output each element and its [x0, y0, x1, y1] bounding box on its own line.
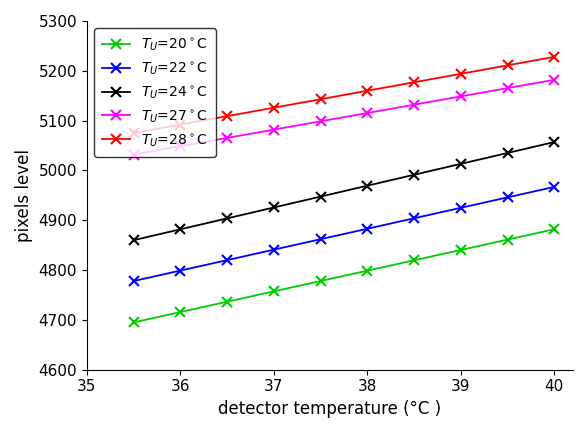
- $T_U$=28$^\circ$C: [177, 122, 184, 127]
- $T_U$=28$^\circ$C: [364, 88, 371, 94]
- $T_U$=24$^\circ$C: [130, 238, 137, 243]
- $T_U$=22$^\circ$C: [410, 216, 417, 221]
- $T_U$=27$^\circ$C: [457, 94, 465, 99]
- $T_U$=27$^\circ$C: [317, 119, 324, 124]
- Line: $T_U$=24$^\circ$C: $T_U$=24$^\circ$C: [129, 137, 559, 245]
- Line: $T_U$=20$^\circ$C: $T_U$=20$^\circ$C: [129, 224, 559, 327]
- $T_U$=28$^\circ$C: [504, 63, 511, 68]
- $T_U$=28$^\circ$C: [130, 130, 137, 136]
- $T_U$=20$^\circ$C: [177, 310, 184, 315]
- $T_U$=27$^\circ$C: [504, 85, 511, 90]
- $T_U$=22$^\circ$C: [317, 236, 324, 242]
- $T_U$=28$^\circ$C: [457, 71, 465, 76]
- $T_U$=24$^\circ$C: [410, 172, 417, 178]
- $T_U$=24$^\circ$C: [177, 227, 184, 232]
- $T_U$=20$^\circ$C: [317, 278, 324, 284]
- $T_U$=24$^\circ$C: [457, 161, 465, 166]
- $T_U$=20$^\circ$C: [130, 320, 137, 325]
- Y-axis label: pixels level: pixels level: [15, 149, 33, 242]
- $T_U$=20$^\circ$C: [457, 247, 465, 252]
- $T_U$=27$^\circ$C: [177, 144, 184, 149]
- $T_U$=22$^\circ$C: [270, 247, 278, 252]
- $T_U$=27$^\circ$C: [223, 135, 230, 140]
- $T_U$=24$^\circ$C: [364, 183, 371, 188]
- X-axis label: detector temperature (°C ): detector temperature (°C ): [218, 400, 442, 418]
- $T_U$=24$^\circ$C: [223, 216, 230, 221]
- $T_U$=28$^\circ$C: [410, 80, 417, 85]
- $T_U$=27$^\circ$C: [130, 152, 137, 157]
- $T_U$=20$^\circ$C: [410, 258, 417, 263]
- $T_U$=24$^\circ$C: [270, 205, 278, 210]
- $T_U$=22$^\circ$C: [457, 205, 465, 210]
- $T_U$=22$^\circ$C: [130, 278, 137, 284]
- Legend: $T_U$=20$^\circ$C, $T_U$=22$^\circ$C, $T_U$=24$^\circ$C, $T_U$=27$^\circ$C, $T_U: $T_U$=20$^\circ$C, $T_U$=22$^\circ$C, $T…: [94, 28, 216, 157]
- $T_U$=22$^\circ$C: [504, 195, 511, 200]
- $T_U$=27$^\circ$C: [270, 127, 278, 132]
- $T_U$=27$^\circ$C: [364, 110, 371, 116]
- $T_U$=22$^\circ$C: [177, 268, 184, 273]
- $T_U$=28$^\circ$C: [551, 54, 558, 59]
- Line: $T_U$=22$^\circ$C: $T_U$=22$^\circ$C: [129, 182, 559, 286]
- $T_U$=28$^\circ$C: [223, 113, 230, 119]
- $T_U$=20$^\circ$C: [364, 268, 371, 273]
- $T_U$=20$^\circ$C: [551, 226, 558, 232]
- $T_U$=28$^\circ$C: [270, 105, 278, 110]
- $T_U$=22$^\circ$C: [223, 258, 230, 263]
- Line: $T_U$=28$^\circ$C: $T_U$=28$^\circ$C: [129, 52, 559, 138]
- Line: $T_U$=27$^\circ$C: $T_U$=27$^\circ$C: [129, 75, 559, 159]
- $T_U$=27$^\circ$C: [410, 102, 417, 107]
- $T_U$=24$^\circ$C: [317, 194, 324, 199]
- $T_U$=20$^\circ$C: [270, 289, 278, 294]
- $T_U$=22$^\circ$C: [364, 226, 371, 231]
- $T_U$=22$^\circ$C: [551, 184, 558, 190]
- $T_U$=20$^\circ$C: [223, 299, 230, 304]
- $T_U$=20$^\circ$C: [504, 237, 511, 242]
- $T_U$=28$^\circ$C: [317, 97, 324, 102]
- $T_U$=24$^\circ$C: [504, 150, 511, 155]
- $T_U$=24$^\circ$C: [551, 139, 558, 145]
- $T_U$=27$^\circ$C: [551, 77, 558, 82]
